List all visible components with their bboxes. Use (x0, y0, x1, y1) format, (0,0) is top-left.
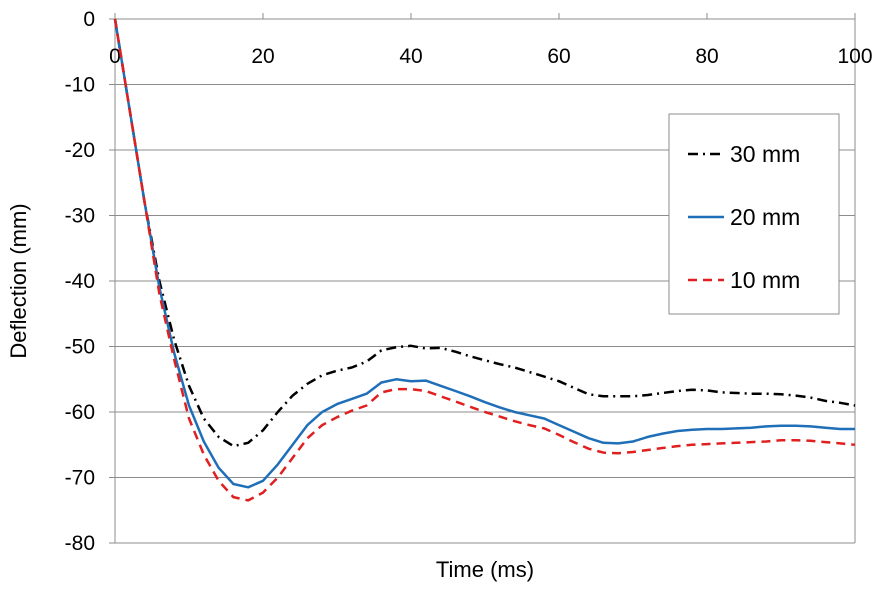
x-tick-label-3: 60 (547, 45, 570, 68)
series-line-10-mm (113, 18, 856, 502)
y-tick-label-0: 0 (83, 8, 95, 31)
x-tick-label-0: 0 (109, 45, 121, 68)
y-tick-label-6: -60 (65, 401, 95, 424)
legend-label-0: 30 mm (730, 141, 800, 167)
y-tick-label-8: -80 (65, 532, 95, 555)
x-tick-label-1: 20 (251, 45, 274, 68)
series-line-30-mm (113, 18, 856, 448)
series-lines (113, 18, 856, 502)
legend-label-2: 10 mm (730, 267, 800, 293)
y-tick-label-3: -30 (65, 205, 95, 228)
x-tick-label-4: 80 (695, 45, 718, 68)
y-axis-title: Deflection (mm) (6, 203, 31, 358)
legend: 30 mm 20 mm 10 mm (668, 113, 840, 315)
legend-box (668, 113, 840, 315)
x-tick-labels: 0 20 40 60 80 100 (109, 45, 872, 68)
x-tick-label-2: 40 (399, 45, 422, 68)
y-tick-labels: 0 -10 -20 -30 -40 -50 -60 -70 -80 (65, 8, 95, 555)
y-tick-label-2: -20 (65, 139, 95, 162)
y-tick-label-4: -40 (65, 270, 95, 293)
legend-label-1: 20 mm (730, 204, 800, 230)
gridlines (115, 18, 856, 544)
axes (109, 13, 856, 544)
y-tick-label-5: -50 (65, 336, 95, 359)
y-tick-label-1: -10 (65, 74, 95, 97)
y-tick-label-7: -70 (65, 467, 95, 490)
x-tick-label-5: 100 (837, 45, 872, 68)
series-line-20-mm (113, 18, 855, 489)
x-axis-title: Time (ms) (436, 557, 534, 582)
